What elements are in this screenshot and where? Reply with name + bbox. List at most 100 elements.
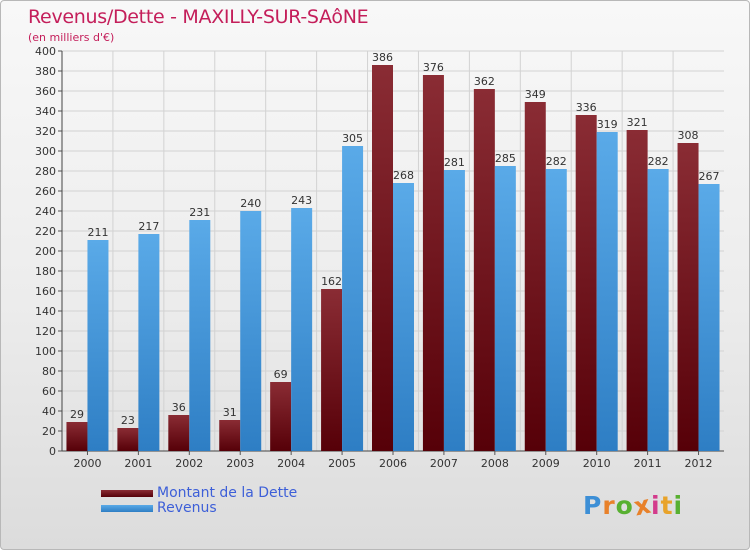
data-label-revenus: 267 [699, 170, 720, 183]
bar-revenus [138, 234, 160, 451]
x-tick-label: 2009 [532, 457, 560, 470]
y-tick-label: 340 [35, 105, 56, 118]
legend-swatch-dette [101, 490, 153, 497]
proxiti-logo: Proxiti [583, 490, 684, 522]
data-label-dette: 29 [70, 408, 84, 421]
bar-revenus [443, 170, 465, 451]
bar-dette [270, 382, 292, 451]
data-label-dette: 162 [321, 275, 342, 288]
logo-letter: r [602, 491, 616, 520]
data-labels: 29 211 23 217 36 231 31 240 69 243 162 305 386 268 376… [70, 51, 720, 427]
y-tick-label: 20 [42, 425, 56, 438]
logo-letter: i [673, 491, 684, 520]
bar-revenus [596, 132, 618, 451]
data-label-revenus: 285 [495, 152, 516, 165]
bar-revenus [494, 166, 516, 451]
x-tick-label: 2011 [634, 457, 662, 470]
data-label-dette: 321 [627, 116, 648, 129]
y-tick-label: 140 [35, 305, 56, 318]
bar-dette [626, 130, 648, 451]
y-tick-label: 0 [49, 445, 56, 458]
chart-title: Revenus/Dette - MAXILLY-SUR-SAôNE [28, 6, 369, 28]
bar-dette [372, 65, 393, 451]
y-tick-label: 100 [35, 345, 56, 358]
logo-letter: o [615, 491, 634, 520]
data-label-revenus: 217 [138, 220, 159, 233]
y-tick-label: 360 [35, 85, 56, 98]
data-label-dette: 31 [223, 406, 237, 419]
logo-letter: t [660, 491, 674, 520]
data-label-revenus: 281 [444, 156, 465, 169]
data-label-dette: 336 [576, 101, 597, 114]
data-label-revenus: 240 [240, 197, 261, 210]
data-label-revenus: 243 [291, 194, 312, 207]
x-tick-label: 2008 [481, 457, 509, 470]
legend-swatch-revenus [101, 505, 153, 512]
logo-letter: i [651, 491, 661, 520]
data-label-revenus: 305 [342, 132, 363, 145]
x-tick-label: 2010 [583, 457, 611, 470]
y-tick-label: 60 [42, 385, 56, 398]
bar-dette [575, 115, 597, 451]
data-label-revenus: 268 [393, 169, 414, 182]
y-tick-label: 40 [42, 405, 56, 418]
bar-revenus [291, 208, 313, 451]
x-tick-label: 2003 [226, 457, 254, 470]
y-tick-label: 380 [35, 65, 56, 78]
bar-revenus [698, 184, 720, 451]
x-tick-label: 2006 [379, 457, 407, 470]
chart-subtitle: (en milliers d'€) [28, 31, 115, 44]
data-label-revenus: 282 [546, 155, 567, 168]
data-label-dette: 69 [274, 368, 288, 381]
bar-revenus [240, 211, 262, 451]
y-tick-label: 260 [35, 185, 56, 198]
bar-dette [219, 420, 241, 451]
data-label-dette: 386 [372, 51, 393, 64]
axes: 0 20 40 60 80 100 120 140 160 180 200 220 240 260 280 3… [35, 45, 724, 470]
bar-dette [321, 289, 343, 451]
logo-letter: P [583, 491, 603, 520]
y-tick-label: 280 [35, 165, 56, 178]
x-tick-label: 2002 [175, 457, 203, 470]
data-label-revenus: 319 [597, 118, 618, 131]
y-tick-label: 320 [35, 125, 56, 138]
y-tick-label: 240 [35, 205, 56, 218]
x-tick-label: 2004 [277, 457, 305, 470]
legend-label-revenus: Revenus [157, 500, 217, 516]
bar-revenus [647, 169, 669, 451]
data-label-dette: 36 [172, 401, 186, 414]
bar-dette [168, 415, 190, 451]
x-tick-label: 2005 [328, 457, 356, 470]
bar-dette [524, 102, 546, 451]
bar-revenus [342, 146, 364, 451]
bar-dette [473, 89, 495, 451]
y-tick-label: 160 [35, 285, 56, 298]
y-tick-label: 400 [35, 45, 56, 58]
bar-revenus [87, 240, 109, 451]
y-tick-label: 220 [35, 225, 56, 238]
data-label-revenus: 282 [648, 155, 669, 168]
data-label-revenus: 211 [87, 226, 108, 239]
data-label-dette: 376 [423, 61, 444, 74]
x-tick-label: 2007 [430, 457, 458, 470]
y-tick-label: 180 [35, 265, 56, 278]
data-label-dette: 362 [474, 75, 495, 88]
data-label-dette: 23 [121, 414, 135, 427]
bar-revenus [189, 220, 211, 451]
y-tick-label: 80 [42, 365, 56, 378]
y-tick-label: 300 [35, 145, 56, 158]
bar-revenus [545, 169, 567, 451]
data-label-dette: 308 [678, 129, 699, 142]
bar-revenus [393, 183, 414, 451]
data-label-dette: 349 [525, 88, 546, 101]
legend-label-dette: Montant de la Dette [157, 485, 298, 501]
bars [66, 65, 720, 451]
x-tick-label: 2001 [124, 457, 152, 470]
x-tick-label: 2012 [685, 457, 713, 470]
bar-dette [66, 422, 88, 451]
y-tick-label: 200 [35, 245, 56, 258]
x-tick-label: 2000 [73, 457, 101, 470]
data-label-revenus: 231 [189, 206, 210, 219]
